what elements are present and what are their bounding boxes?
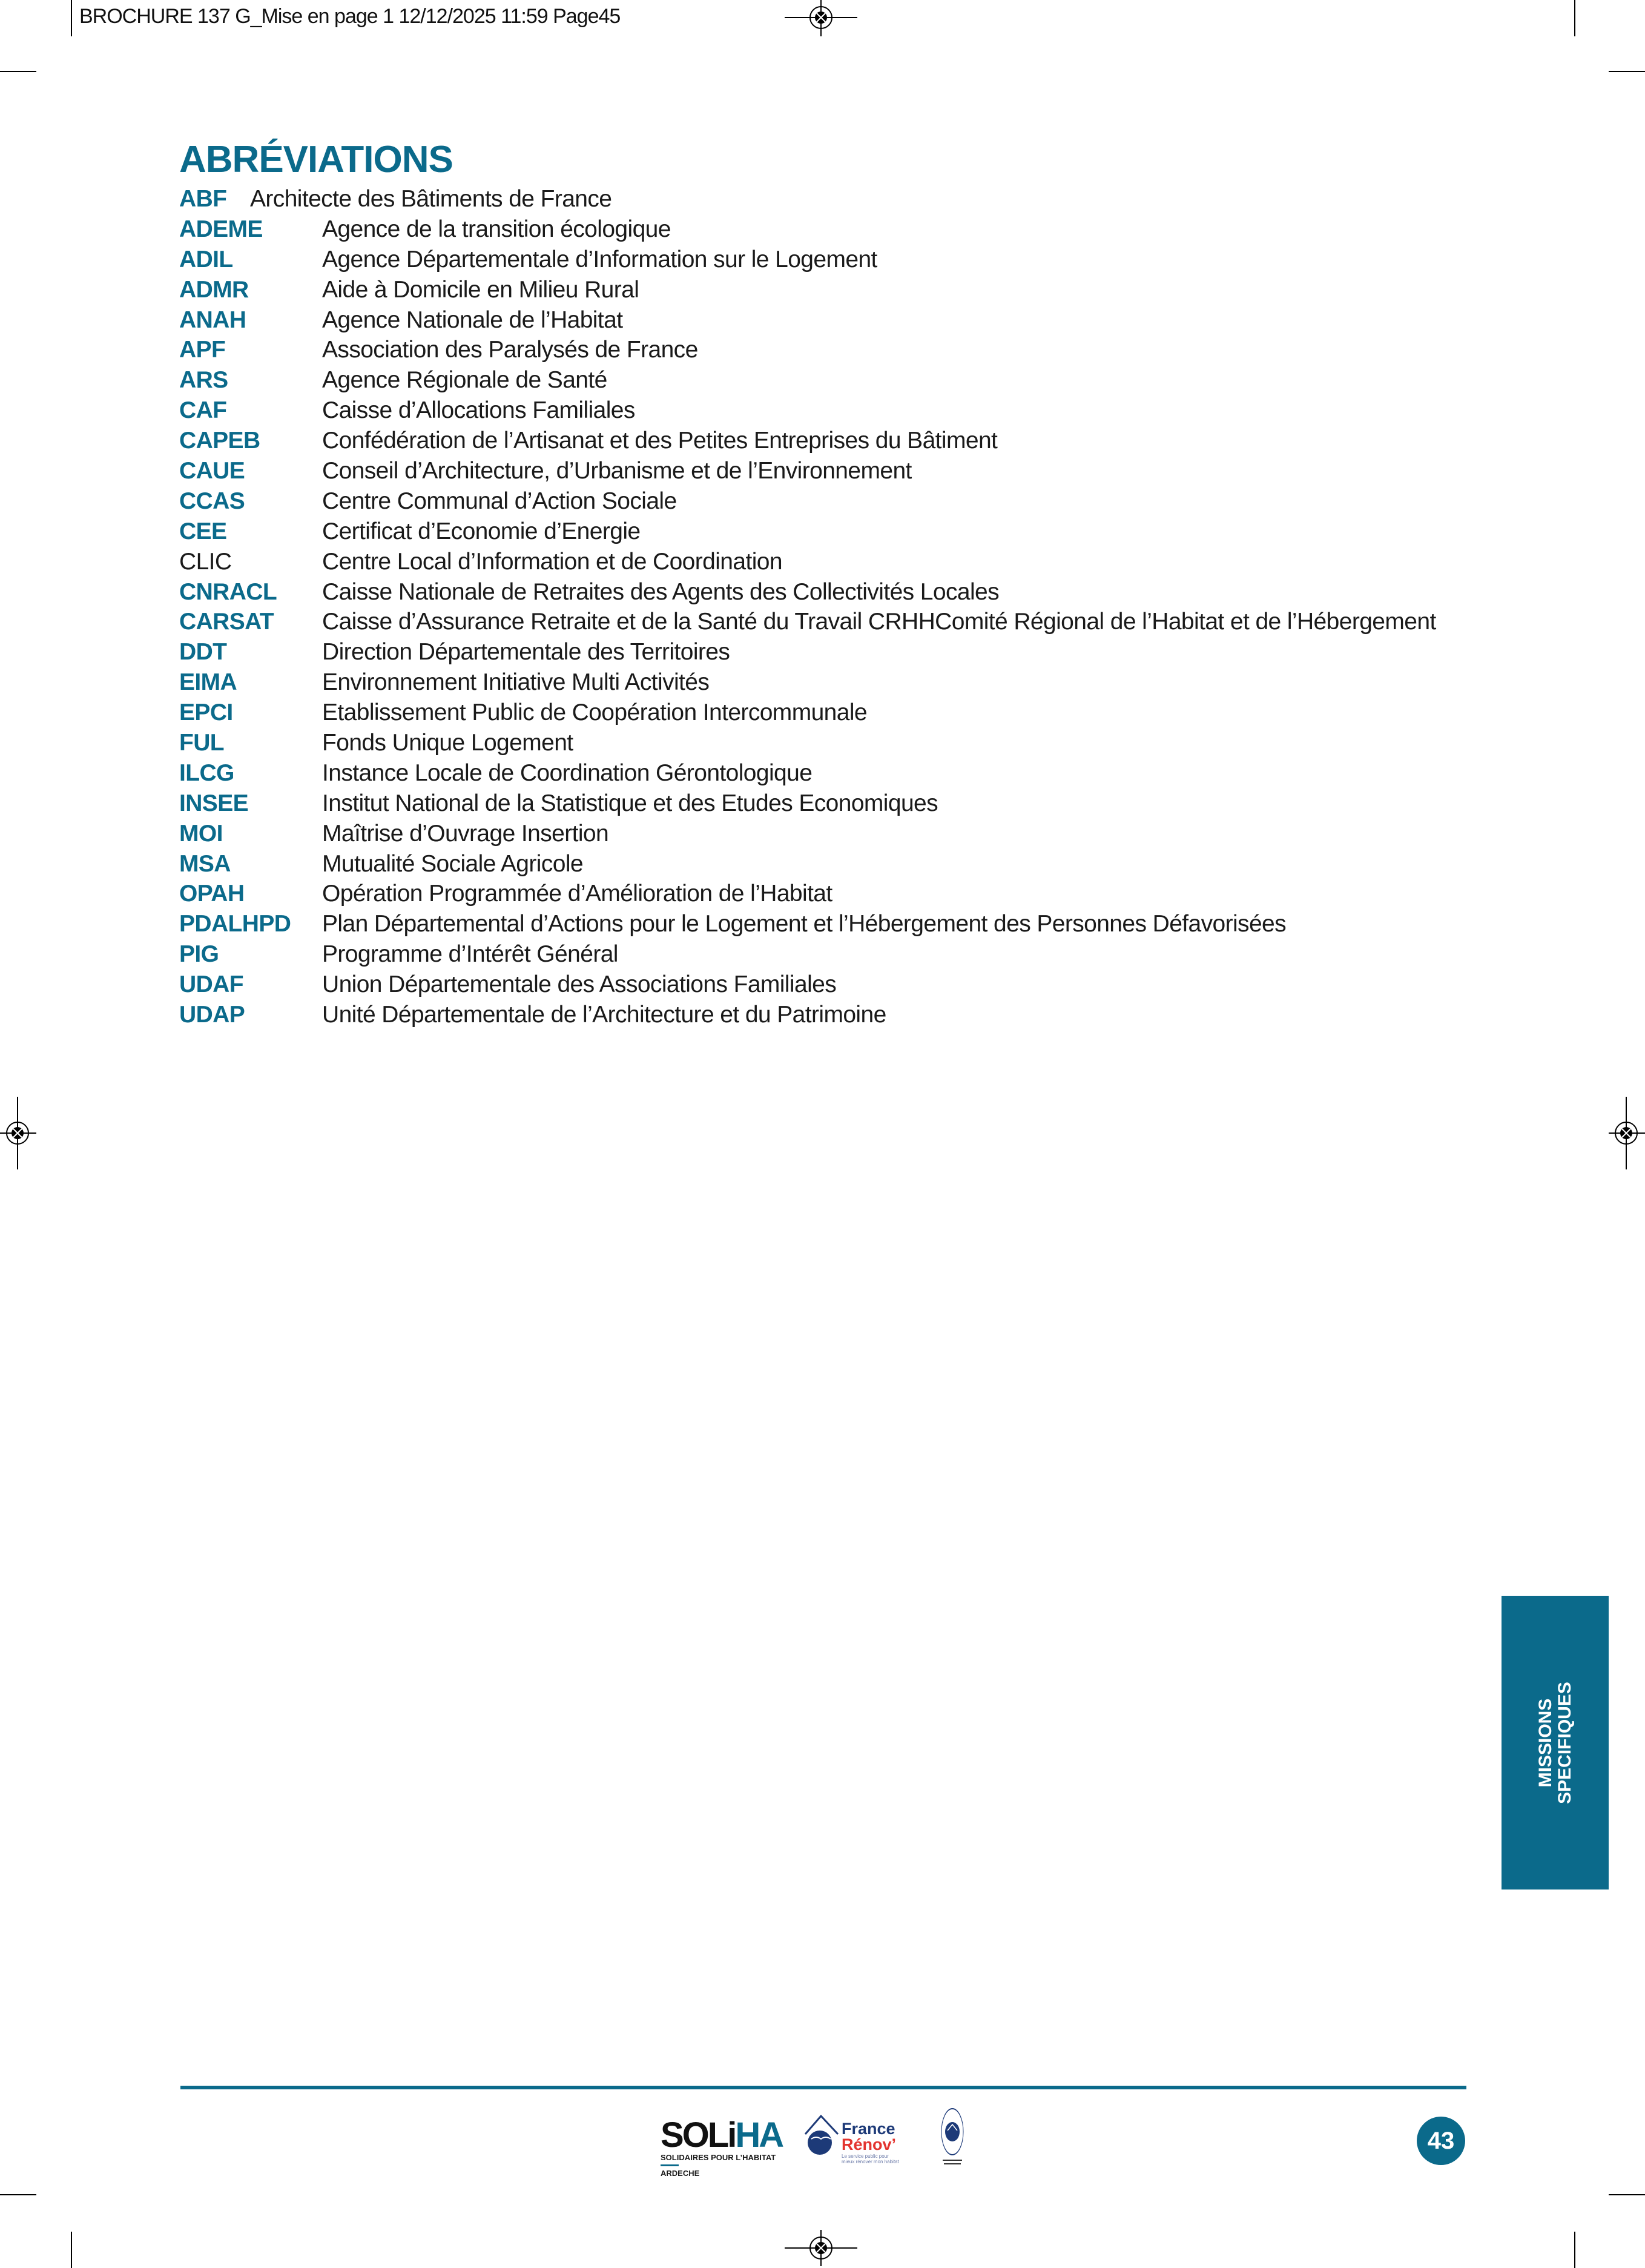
abbreviation-term: EPCI — [179, 699, 233, 726]
abbreviation-definition: Unité Départementale de l’Architecture e… — [322, 1002, 886, 1028]
registration-mark-icon — [785, 0, 857, 36]
abbreviation-definition: Maîtrise d’Ouvrage Insertion — [322, 820, 609, 847]
section-tab-line2: SPECIFIQUES — [1554, 1681, 1575, 1804]
abbreviation-definition: Aide à Domicile en Milieu Rural — [322, 276, 639, 303]
abbreviation-term: CNRACL — [179, 578, 277, 605]
page-title: ABRÉVIATIONS — [179, 139, 453, 180]
abbreviation-term: CEE — [179, 518, 227, 544]
soliha-logo: SOLiHA SOLIDAIRES POUR L’HABITAT ARDECHE — [661, 2115, 784, 2178]
abbreviation-definition: Centre Communal d’Action Sociale — [322, 488, 677, 514]
soliha-logo-part-b: HA — [735, 2115, 784, 2155]
abbreviation-definition: Confédération de l’Artisanat et des Peti… — [322, 428, 998, 454]
abbreviation-term: EIMA — [179, 669, 237, 696]
abbreviation-definition: Union Départementale des Associations Fa… — [322, 971, 837, 998]
abbreviation-term: ILCG — [179, 759, 234, 786]
crop-mark — [1574, 0, 1575, 36]
abbreviation-definition: Caisse Nationale de Retraites des Agents… — [322, 578, 1000, 605]
crop-mark — [0, 71, 36, 72]
abbreviation-term: MOI — [179, 820, 223, 847]
abbreviation-term: MSA — [179, 850, 231, 877]
abbreviation-term: ADEME — [179, 216, 263, 242]
abbreviation-definition: Etablissement Public de Coopération Inte… — [322, 699, 868, 726]
crop-mark — [1609, 71, 1645, 72]
soliha-tagline: SOLIDAIRES POUR L’HABITAT — [661, 2153, 776, 2162]
abbreviation-term: ADMR — [179, 276, 249, 303]
registration-mark-icon — [1609, 1097, 1645, 1169]
abbreviation-term: ANAH — [179, 306, 246, 333]
abbreviation-definition: Opération Programmée d’Amélioration de l… — [322, 881, 832, 907]
france-renov-line1: France — [842, 2120, 895, 2138]
crop-mark — [1574, 2232, 1575, 2268]
abbreviation-definition: Caisse d’Allocations Familiales — [322, 397, 635, 424]
abbreviation-definition: Caisse d’Assurance Retraite et de la San… — [322, 609, 1436, 635]
registration-mark-icon — [0, 1097, 36, 1169]
abbreviation-definition: Architecte des Bâtiments de France — [250, 186, 612, 212]
abbreviation-term: CAPEB — [179, 428, 260, 454]
abbreviation-term: CAUE — [179, 458, 245, 484]
abbreviation-definition: Certificat d’Economie d’Energie — [322, 518, 641, 544]
abbreviation-definition: Plan Départemental d’Actions pour le Log… — [322, 911, 1287, 937]
abbreviation-definition: Mutualité Sociale Agricole — [322, 850, 584, 877]
abbreviation-term: CLIC — [179, 548, 232, 575]
print-slug: BROCHURE 137 G_Mise en page 1 12/12/2025… — [79, 5, 621, 28]
house-icon — [804, 2114, 839, 2155]
footer-divider — [180, 2086, 1466, 2089]
abbreviation-term: PIG — [179, 941, 219, 968]
crop-mark — [1609, 2194, 1645, 2195]
abbreviation-definition: Fonds Unique Logement — [322, 730, 573, 756]
page-number: 43 — [1417, 2117, 1465, 2165]
abbreviation-term: ABF — [179, 186, 227, 212]
abbreviation-definition: Institut National de la Statistique et d… — [322, 790, 938, 816]
soliha-logo-part-a: SOLi — [661, 2115, 737, 2155]
france-renov-logo: France Rénov’ Le service public pour mieu… — [804, 2112, 913, 2167]
crop-mark — [71, 0, 72, 36]
abbreviation-definition: Agence de la transition écologique — [322, 216, 671, 242]
section-tab: MISSIONS SPECIFIQUES — [1502, 1596, 1609, 1889]
abbreviation-definition: Agence Régionale de Santé — [322, 367, 607, 394]
crop-mark — [0, 2194, 36, 2195]
soliha-region: ARDECHE — [661, 2169, 700, 2178]
registration-mark-icon — [785, 2230, 857, 2266]
abbreviation-term: UDAF — [179, 971, 244, 998]
abbreviation-term: FUL — [179, 730, 225, 756]
abbreviation-definition: Association des Paralysés de France — [322, 337, 698, 363]
section-tab-line1: MISSIONS — [1535, 1698, 1555, 1787]
abbreviation-definition: Programme d’Intérêt Général — [322, 941, 618, 968]
abbreviation-term: CCAS — [179, 488, 245, 514]
abbreviation-definition: Environnement Initiative Multi Activités — [322, 669, 710, 696]
crop-mark — [71, 2232, 72, 2268]
abbreviation-term: CAF — [179, 397, 227, 424]
abbreviation-term: ARS — [179, 367, 228, 394]
abbreviation-term: PDALHPD — [179, 911, 291, 937]
abbreviation-term: ADIL — [179, 246, 233, 273]
abbreviation-definition: Direction Départementale des Territoires — [322, 639, 730, 666]
abbreviation-definition: Instance Locale de Coordination Gérontol… — [322, 759, 813, 786]
abbreviation-term: DDT — [179, 639, 227, 666]
abbreviation-definition: Agence Départementale d’Information sur … — [322, 246, 877, 273]
abbreviation-definition: Conseil d’Architecture, d’Urbanisme et d… — [322, 458, 912, 484]
abbreviation-term: INSEE — [179, 790, 249, 816]
france-renov-tagline: Le service public pour mieux rénover mon… — [842, 2154, 899, 2164]
abbreviation-term: CARSAT — [179, 609, 274, 635]
mon-accompagnateur-renov-seal-icon — [941, 2108, 964, 2164]
abbreviation-term: OPAH — [179, 881, 245, 907]
section-tab-label: MISSIONS SPECIFIQUES — [1535, 1681, 1575, 1804]
abbreviation-definition: Agence Nationale de l’Habitat — [322, 306, 623, 333]
abbreviation-term: APF — [179, 337, 226, 363]
abbreviation-term: UDAP — [179, 1002, 245, 1028]
france-renov-line2: Rénov’ — [842, 2135, 897, 2154]
abbreviation-definition: Centre Local d’Information et de Coordin… — [322, 548, 783, 575]
